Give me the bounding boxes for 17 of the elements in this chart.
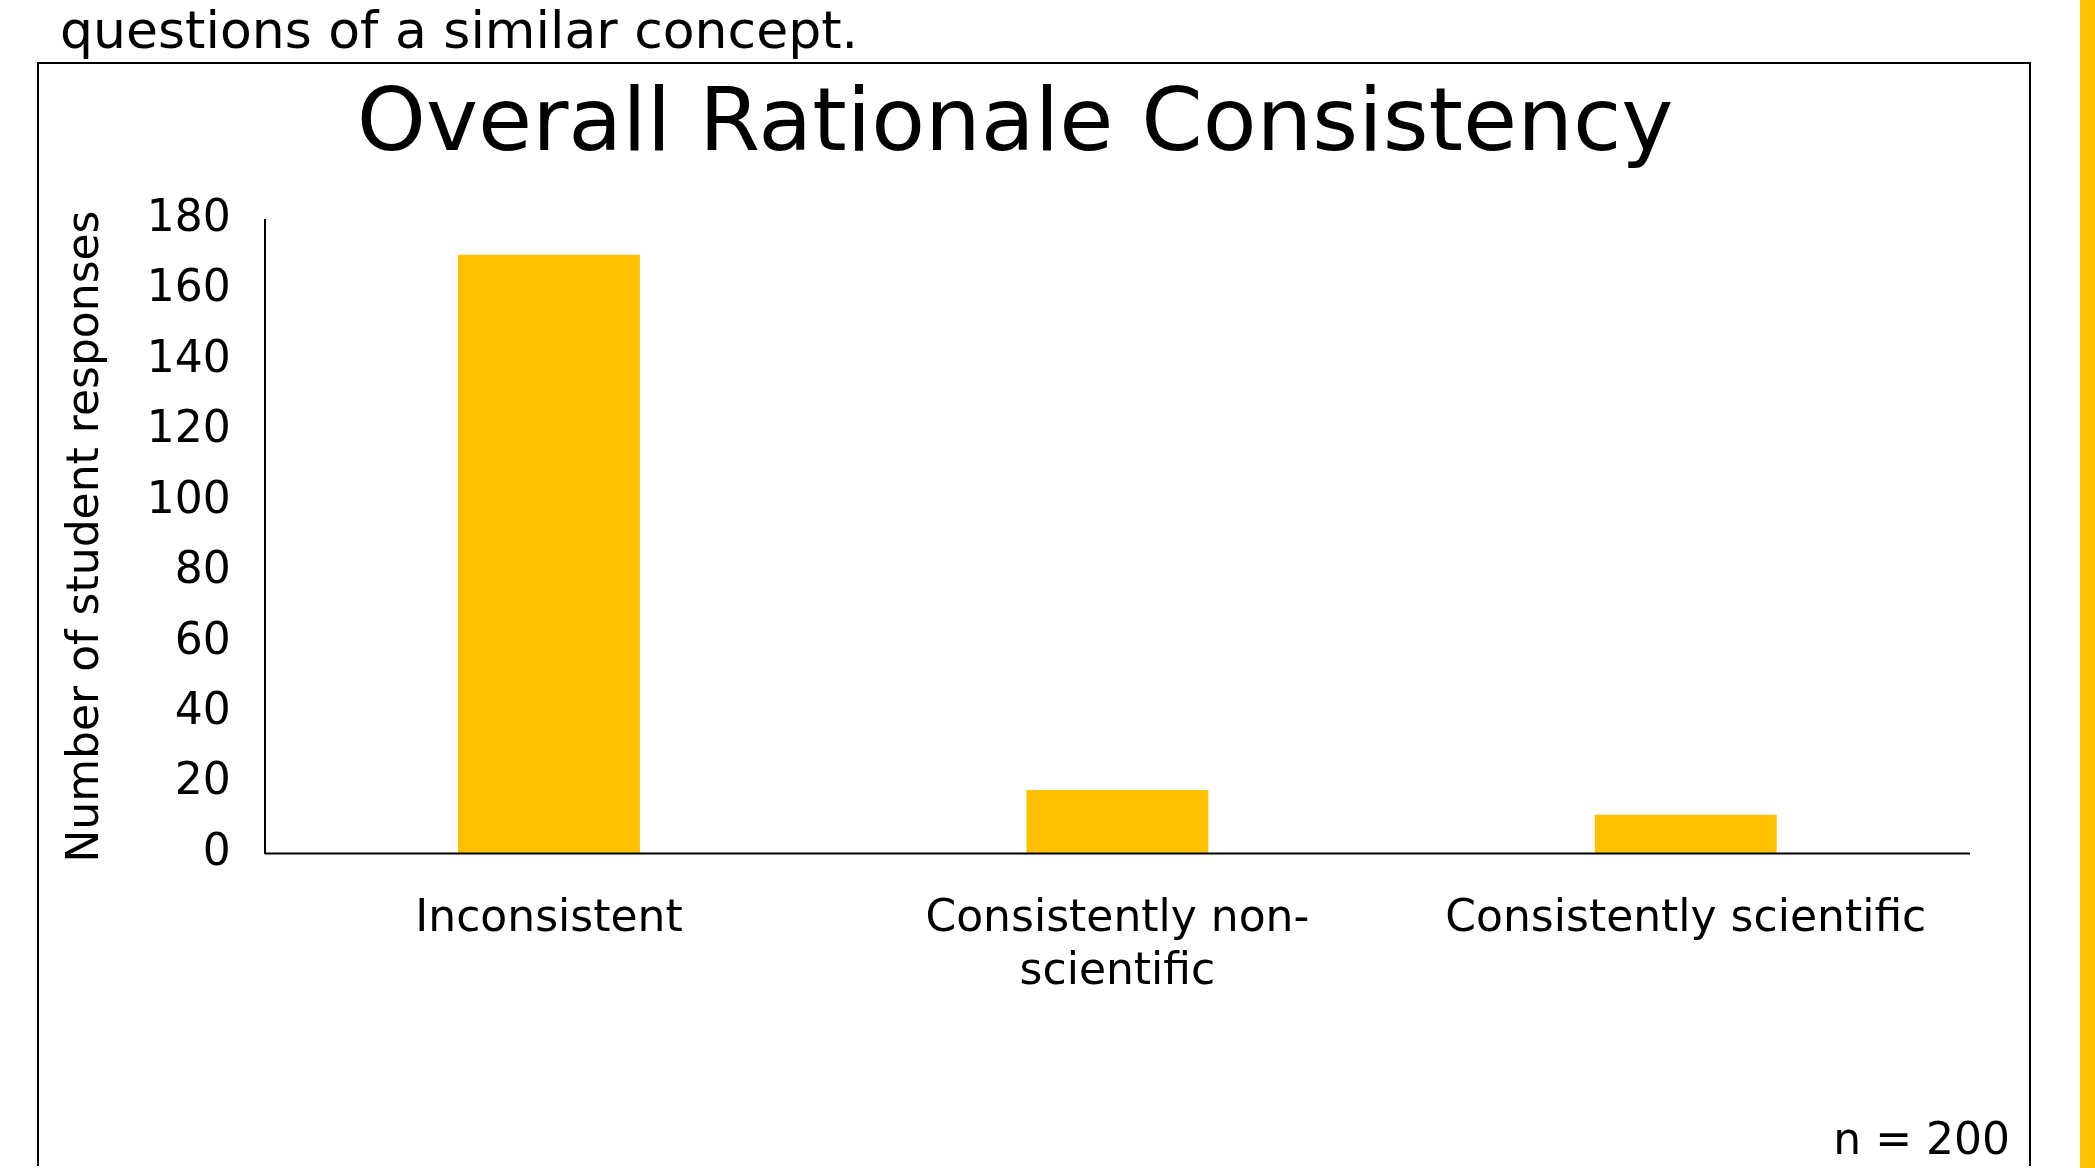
y-tick-label: 180 [146, 190, 231, 242]
y-tick-label: 40 [174, 682, 231, 734]
y-tick-label: 80 [174, 542, 231, 594]
y-tick-label: 20 [174, 753, 231, 805]
text: questions of a similar concept. [60, 0, 859, 60]
y-axis-title: Number of student responses [56, 210, 108, 863]
y-tick-label: 140 [146, 330, 231, 382]
y-tick-label: 120 [146, 401, 231, 453]
y-tick-label: 0 [202, 823, 231, 875]
chart-title: Overall Rationale Consistency [356, 67, 1674, 171]
x-tick-label: Consistently non-scientific [925, 890, 1310, 995]
y-tick-label: 60 [174, 612, 231, 664]
y-tick-label: 160 [146, 260, 231, 312]
x-tick-label: Consistently scientific [1445, 890, 1927, 942]
y-tick-label: 100 [146, 471, 231, 523]
x-tick-label: Inconsistent [415, 890, 683, 942]
text: n = 200 [1833, 1113, 2010, 1164]
